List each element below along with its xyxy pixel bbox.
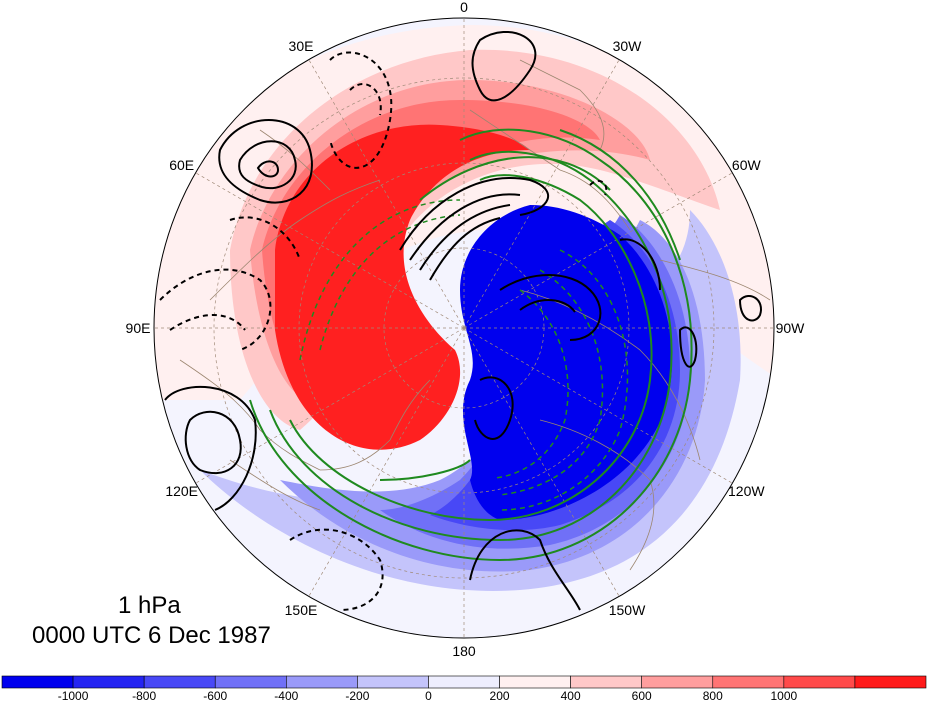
colorbar-swatch	[357, 675, 429, 689]
colorbar-tick-label: 0	[425, 689, 432, 703]
map-border	[153, 17, 775, 639]
positive-anomaly-core	[275, 124, 530, 450]
green-dashed-contours	[299, 199, 629, 511]
black-dashed-contours	[159, 51, 608, 611]
colorbar-swatch	[143, 675, 216, 689]
longitude-label: 120E	[165, 483, 199, 499]
longitude-label: 150W	[608, 602, 646, 619]
colorbar-swatch	[570, 675, 642, 689]
colorbar-tick-label: -400	[274, 689, 299, 703]
colorbar-swatch	[72, 675, 145, 689]
colorbar-swatch	[783, 675, 856, 689]
colorbar-tick-label: -1000	[57, 689, 89, 703]
longitude-label: 90E	[125, 320, 151, 336]
colorbar-swatch	[854, 675, 927, 689]
polar-map	[153, 17, 775, 639]
colorbar-tick-label: 400	[560, 689, 581, 703]
colorbar-tick-label: 600	[631, 689, 652, 703]
longitude-label: 0	[460, 0, 468, 15]
colorbar-tick-label: -200	[345, 689, 370, 703]
longitude-label: 30E	[288, 37, 314, 54]
longitude-label: 60E	[169, 157, 195, 173]
colorbar-tick-label: 800	[702, 689, 723, 703]
graticule	[154, 18, 774, 638]
colorbar-tick-label: 200	[489, 689, 510, 703]
coastlines	[179, 59, 771, 571]
colorbar-swatch	[712, 675, 785, 689]
green-contours	[249, 128, 693, 562]
longitude-label: 90W	[775, 320, 805, 336]
colorbar-tick-label: 1000	[770, 689, 798, 703]
colorbar-tick-label: -600	[203, 689, 228, 703]
longitude-label: 60W	[731, 157, 761, 173]
colorbar-swatch	[428, 675, 500, 689]
colorbar-swatch	[286, 675, 358, 689]
black-contours	[164, 30, 762, 611]
colorbar-swatch	[499, 675, 571, 689]
pressure-level-title: 1 hPa	[118, 592, 181, 619]
colorbar-swatch	[641, 675, 714, 689]
longitude-label: 150E	[284, 602, 318, 619]
longitude-label: 30W	[612, 37, 642, 54]
colorbar-swatch	[214, 675, 287, 689]
colorbar	[1, 675, 927, 689]
colorbar-swatch	[1, 675, 74, 689]
date-time-title: 0000 UTC 6 Dec 1987	[32, 622, 271, 649]
longitude-label: 180	[452, 643, 476, 659]
colorbar-tick-label: -800	[132, 689, 157, 703]
longitude-label: 120W	[728, 483, 765, 499]
